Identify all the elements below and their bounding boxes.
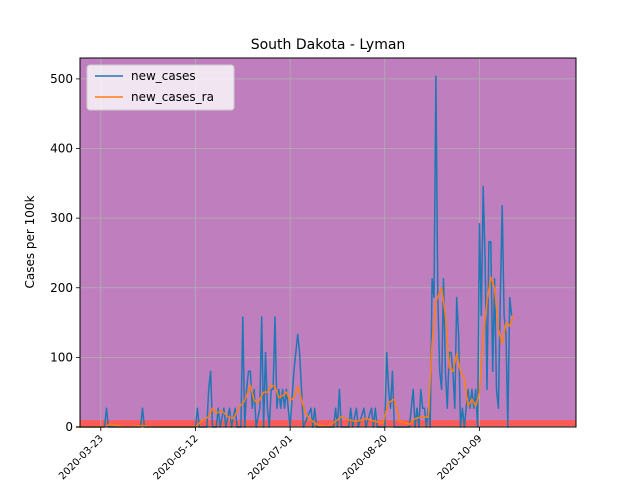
y-tick-label-2: 200 xyxy=(50,281,73,295)
legend-box xyxy=(86,64,235,111)
plot-frame xyxy=(79,57,577,428)
series-line-new-cases-ra xyxy=(76,276,515,428)
y-tick-label-5: 500 xyxy=(50,72,73,86)
legend: new_cases new_cases_ra xyxy=(86,64,235,111)
y-axis-ticks: 0 100 200 300 400 500 xyxy=(50,72,80,434)
y-tick-label-0: 0 xyxy=(65,420,73,434)
y-tick-label-4: 400 xyxy=(50,142,73,156)
legend-label-new-cases: new_cases xyxy=(131,69,196,83)
background-band-1 xyxy=(80,420,576,427)
chart-title: South Dakota - Lyman xyxy=(251,37,406,53)
y-axis-label: Cases per 100k xyxy=(23,195,37,288)
y-tick-label-3: 300 xyxy=(50,211,73,225)
legend-label-new-cases-ra: new_cases_ra xyxy=(131,90,214,104)
y-tick-label-1: 100 xyxy=(50,350,73,364)
